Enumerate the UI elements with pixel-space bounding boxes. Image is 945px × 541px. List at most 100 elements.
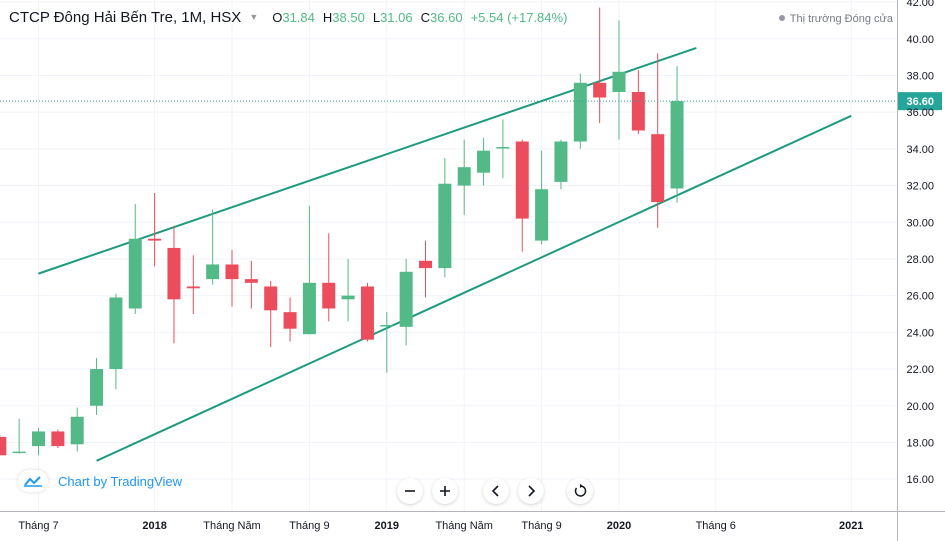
price-tick-label: 30.00 (906, 217, 934, 229)
candle (206, 209, 220, 285)
candle (360, 282, 374, 342)
trendline-lower-channel (96, 114, 852, 462)
price-tick-label: 34.00 (906, 144, 934, 156)
chart-legend: CTCP Đông Hải Bến Tre, 1M, HSX ▼ O 31.84… (9, 9, 575, 26)
close-value: 36.60 (430, 10, 463, 25)
candle-body (477, 150, 491, 173)
candle-body (341, 295, 355, 300)
candle-body (186, 286, 200, 289)
chevron-right-icon (528, 485, 536, 497)
candle (0, 435, 7, 456)
price-tick-label: 18.00 (906, 437, 934, 449)
market-status-text: Thị trường Đóng cửa (789, 13, 893, 25)
status-dot-icon (778, 15, 785, 22)
time-tick-label: 2020 (607, 520, 631, 532)
candle-body (225, 264, 239, 280)
candle (380, 312, 394, 373)
price-tick-label: 28.00 (906, 254, 934, 266)
candle (302, 205, 316, 335)
price-axis: 16.00 18.00 20.00 22.00 24.00 26.00 28.00 30.00… (897, 0, 934, 541)
candle (477, 137, 491, 186)
candle-body (612, 71, 626, 92)
candle-body (360, 286, 374, 340)
candle-body (167, 247, 181, 300)
candle (457, 139, 471, 215)
candle (128, 203, 142, 314)
last-price-tag (898, 92, 942, 111)
candle-body (631, 91, 645, 131)
candle-body (0, 436, 7, 456)
candle-body (651, 134, 665, 203)
reset-chart-button[interactable] (567, 478, 593, 504)
time-tick-label: Tháng 6 (696, 520, 736, 532)
candle-body (148, 238, 162, 241)
candle-body (109, 297, 123, 370)
time-tick-label: 2018 (142, 520, 166, 532)
candle (12, 418, 26, 454)
candle-body (51, 431, 65, 447)
last-price-line: 36.60 (0, 92, 942, 111)
candle (167, 225, 181, 344)
zoom-out-button[interactable] (397, 478, 423, 504)
open-label: O (272, 10, 283, 25)
candles (0, 7, 684, 456)
candle-body (419, 260, 432, 269)
candle (651, 53, 665, 228)
price-tick-label: 22.00 (906, 364, 934, 376)
candle (186, 255, 200, 314)
price-tick-label: 32.00 (906, 181, 934, 193)
candle (148, 192, 162, 267)
candle-body (457, 167, 471, 186)
candle-body (573, 82, 587, 142)
candle (593, 7, 607, 124)
high-value: 38.50 (332, 10, 365, 25)
zoom-in-button[interactable] (432, 478, 458, 504)
tradingview-cloud-icon (18, 470, 48, 492)
branding-text[interactable]: Chart by TradingView (58, 473, 183, 489)
scroll-left-button[interactable] (483, 478, 509, 504)
candle (670, 66, 684, 203)
candle (612, 20, 626, 140)
tradingview-branding[interactable]: Chart by TradingView (18, 470, 182, 492)
candle-body (12, 451, 26, 454)
candle-body (32, 431, 45, 447)
candle-body (535, 189, 549, 241)
candle-body (90, 369, 104, 406)
candle (264, 280, 278, 348)
candle (496, 119, 510, 179)
candle-body (128, 238, 142, 309)
time-tick-label: 2019 (375, 520, 399, 532)
time-tick-label: 2021 (839, 520, 863, 532)
reset-icon (574, 484, 587, 497)
price-tick-label: 38.00 (906, 70, 934, 82)
time-tick-label: Tháng 9 (521, 520, 561, 532)
candle-body (244, 279, 258, 283)
candle (438, 158, 452, 278)
price-tick-label: 36.00 (906, 107, 934, 119)
candle (535, 150, 549, 245)
scroll-right-button[interactable] (518, 478, 544, 504)
candle-body (322, 282, 336, 309)
candle-body (593, 82, 607, 98)
candle-body (496, 147, 510, 149)
symbol-title[interactable]: CTCP Đông Hải Bến Tre, 1M, HSX (9, 9, 242, 26)
time-tick-label: Tháng 9 (289, 520, 329, 532)
low-label: L (372, 10, 381, 25)
candle (70, 407, 84, 452)
candle-body (438, 183, 452, 269)
candle-body (70, 416, 84, 445)
candle (399, 258, 413, 346)
candle-body (264, 286, 278, 311)
price-tick-label: 42.00 (906, 0, 934, 9)
candle-body (399, 271, 413, 327)
candle (631, 69, 645, 135)
candle (109, 293, 123, 390)
candle (554, 139, 568, 190)
candle-body (554, 141, 568, 182)
high-label: H (322, 10, 333, 25)
candle (573, 73, 587, 149)
caret-down-icon[interactable]: ▼ (249, 12, 259, 22)
candle-body (206, 264, 220, 280)
